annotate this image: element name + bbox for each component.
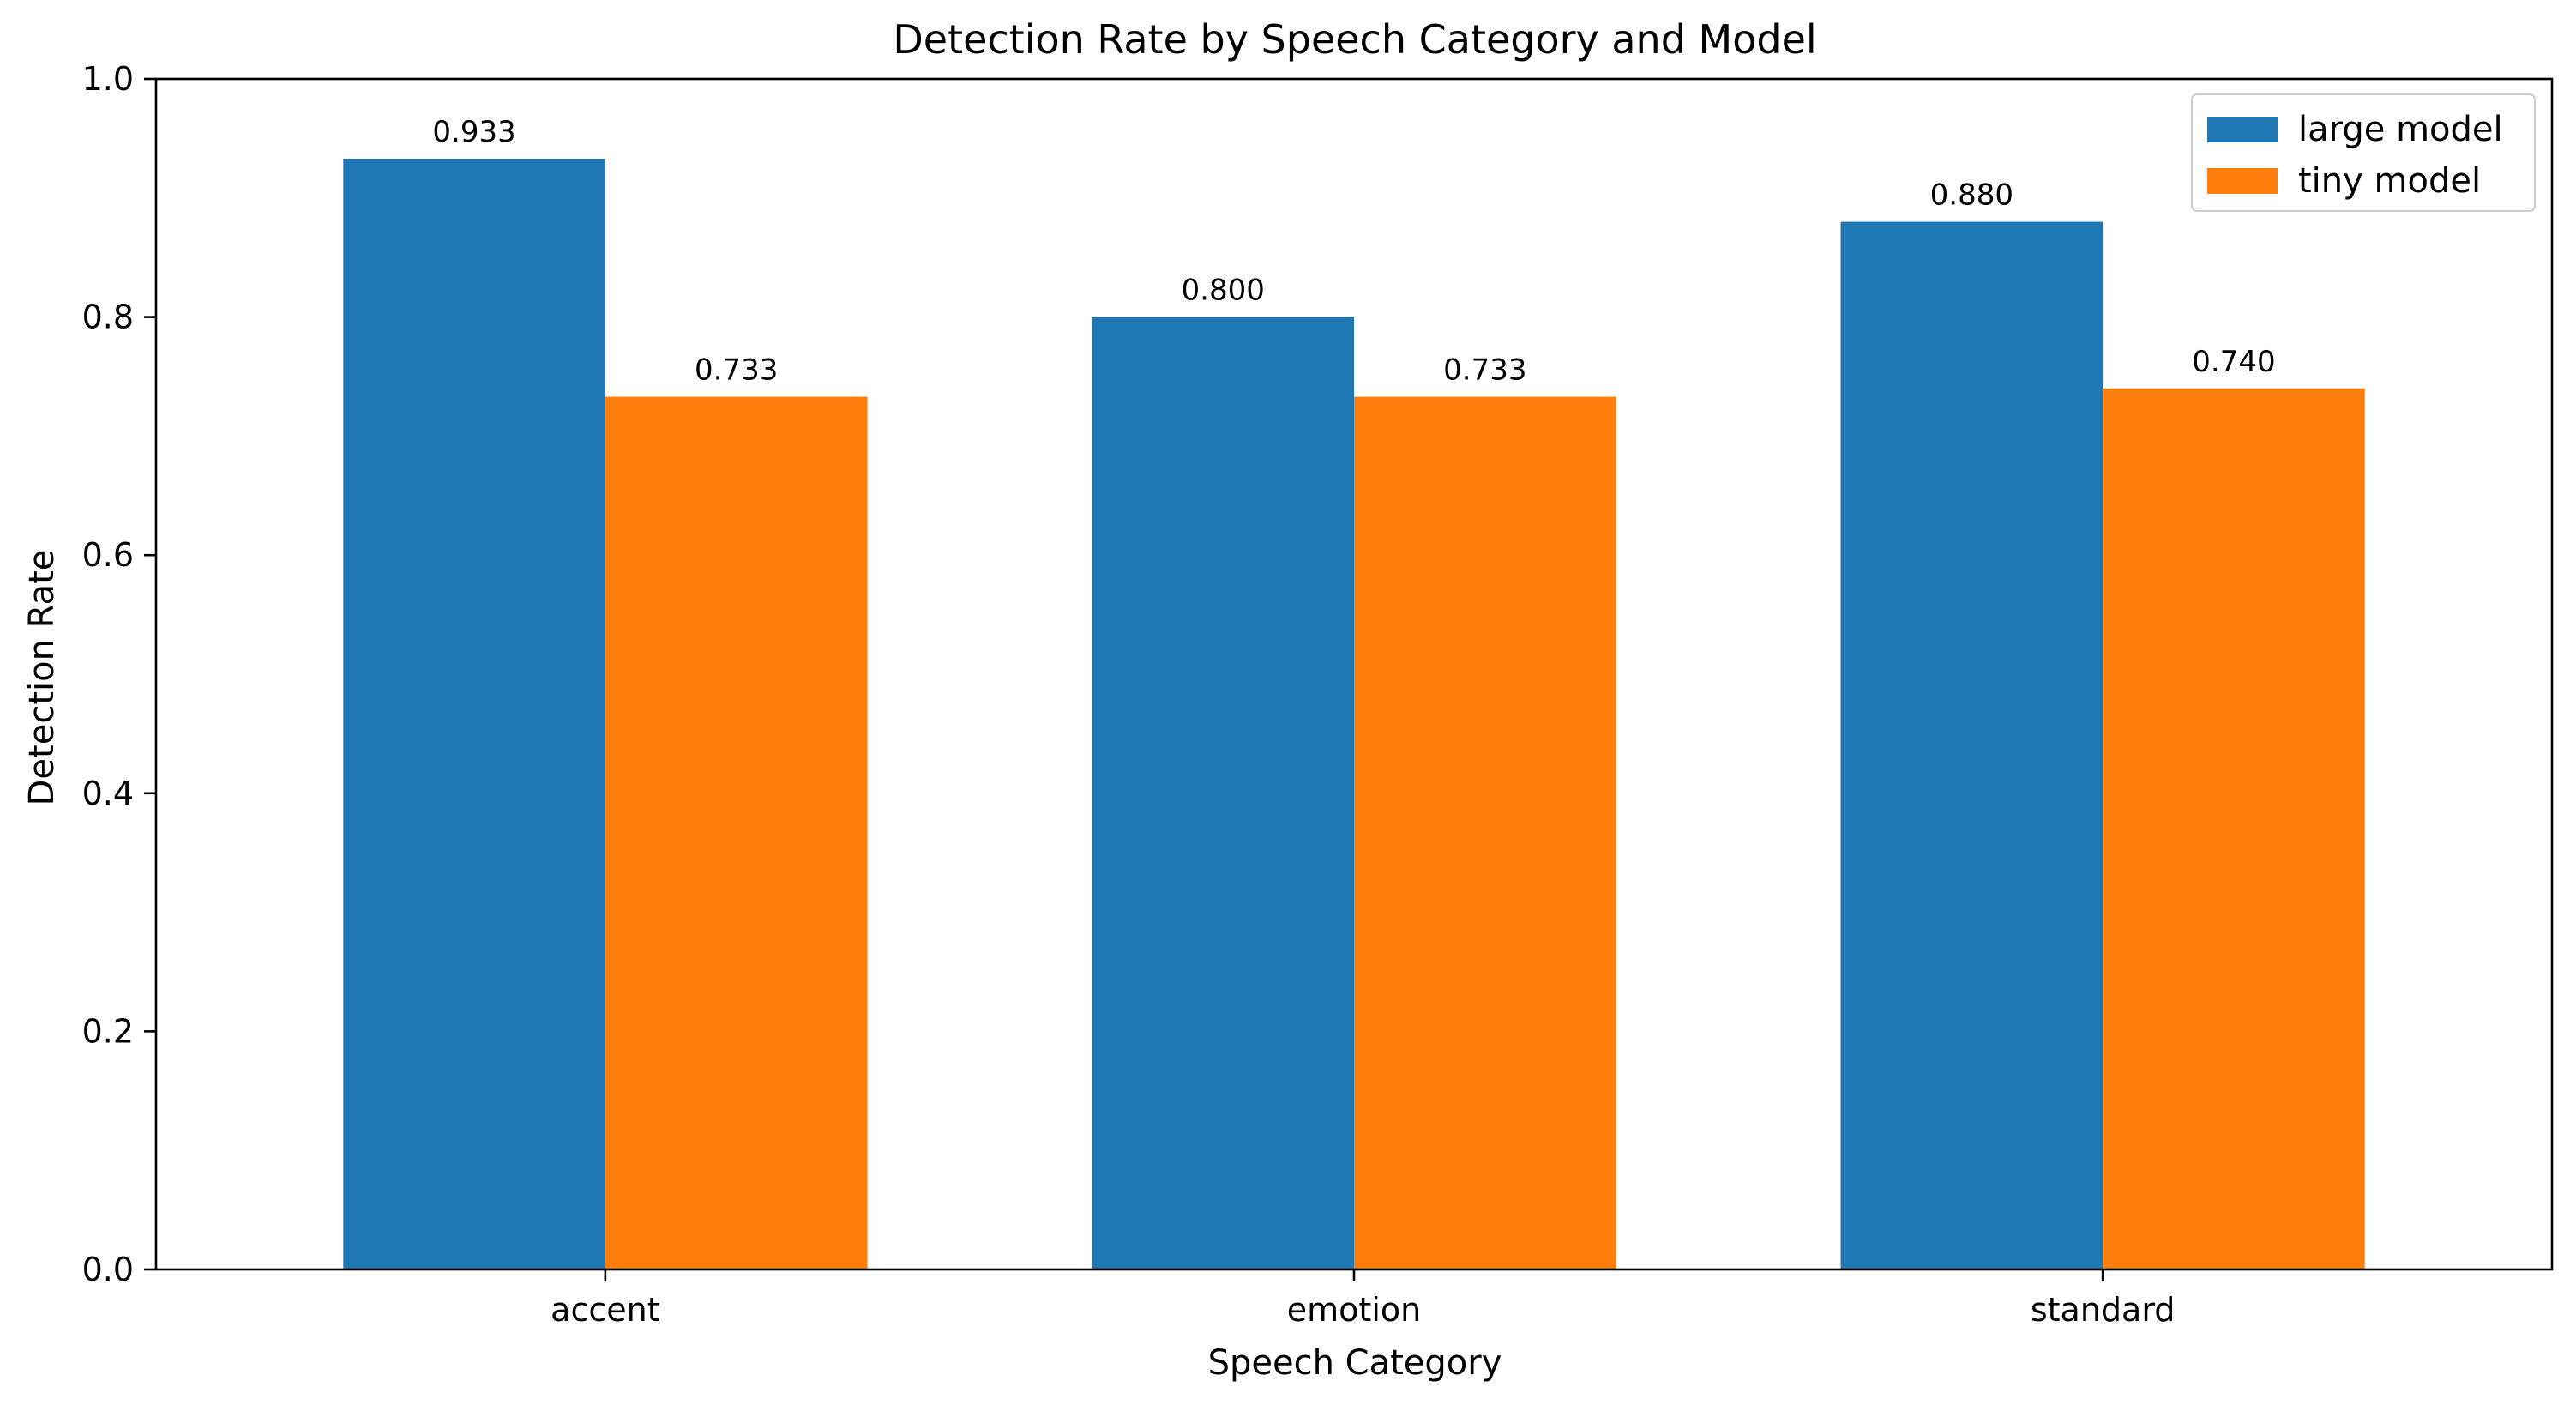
legend-label: large model (2298, 110, 2503, 149)
data-label: 0.733 (1443, 353, 1526, 388)
y-tick-label: 0.8 (82, 298, 134, 336)
legend-swatch (2207, 168, 2278, 194)
bar-tiny-model-standard (2103, 388, 2365, 1269)
legend: large model tiny model (2191, 93, 2536, 212)
x-tick-label: emotion (1287, 1291, 1421, 1329)
y-tick-label: 0.2 (82, 1012, 134, 1050)
x-tick-label: accent (551, 1291, 659, 1329)
data-label: 0.733 (695, 353, 778, 388)
y-axis-label: Detection Rate (22, 550, 62, 806)
y-tick-label: 1.0 (82, 60, 134, 98)
bar-large-model-accent (343, 158, 605, 1270)
plot-area: 0.933 0.800 0.880 0.733 0.733 0.740 0.0 0.2 0.4 0… (82, 60, 2554, 1329)
bar-large-model-emotion (1092, 317, 1354, 1270)
data-label: 0.933 (432, 115, 515, 149)
bar-tiny-model-emotion (1354, 396, 1616, 1269)
x-axis-label: Speech Category (1208, 1343, 1502, 1383)
data-label: 0.800 (1182, 274, 1265, 308)
chart-title: Detection Rate by Speech Category and Mo… (893, 16, 1816, 63)
bar-tiny-model-accent (605, 396, 868, 1269)
y-tick-label: 0.6 (82, 536, 134, 574)
bar-large-model-standard (1840, 221, 2104, 1269)
data-label: 0.880 (1930, 178, 2013, 213)
legend-label: tiny model (2298, 161, 2481, 201)
x-tick-label: standard (2031, 1291, 2176, 1329)
y-tick-label: 0.0 (82, 1251, 134, 1288)
legend-swatch (2207, 117, 2278, 142)
y-tick-label: 0.4 (82, 775, 134, 812)
data-label: 0.740 (2192, 345, 2275, 379)
